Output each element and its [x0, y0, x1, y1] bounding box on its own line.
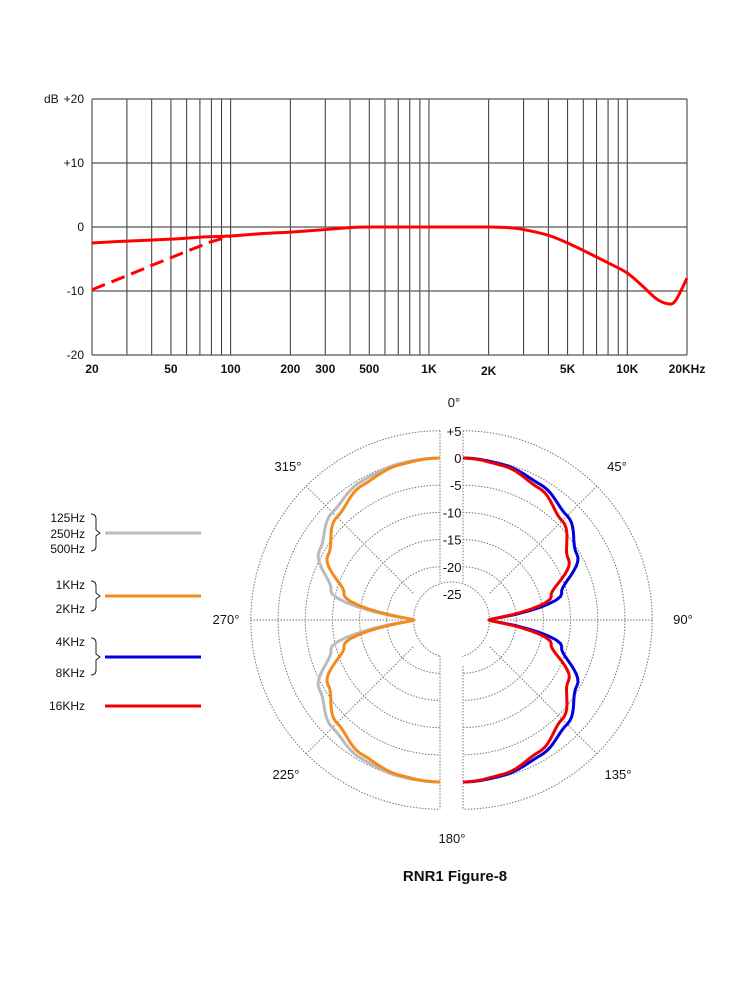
legend-label: 16KHz	[49, 699, 85, 713]
polar-ring-left	[250, 430, 441, 810]
radial-tick-label: -10	[443, 505, 462, 520]
polar-gap-lower	[441, 618, 462, 808]
legend-label: 125Hz	[50, 511, 85, 525]
polar-ring-right	[462, 484, 599, 756]
x-tick-label: 10K	[616, 362, 638, 376]
y-tick-label: +20	[64, 92, 85, 106]
response-curve-dashed	[91, 235, 232, 292]
angle-label: 0°	[448, 395, 460, 410]
angle-label: 90°	[673, 612, 693, 627]
radial-tick-label: -25	[443, 587, 462, 602]
legend-brace	[90, 580, 101, 612]
polar-spoke	[489, 485, 598, 594]
angle-label: 135°	[605, 767, 632, 782]
radial-tick-label: -5	[450, 478, 462, 493]
response-curve	[91, 225, 689, 306]
angle-label: 270°	[213, 612, 240, 627]
legend-label: 4KHz	[56, 635, 85, 649]
x-tick-label: 200	[280, 362, 300, 376]
x-tick-label: 300	[315, 362, 335, 376]
polar-spoke	[305, 646, 414, 755]
legend-label: 2KHz	[56, 602, 85, 616]
angle-label: 180°	[439, 831, 466, 846]
polar-curve	[325, 456, 441, 784]
legend-label: 250Hz	[50, 527, 85, 541]
legend-brace	[90, 513, 101, 552]
x-tick-label: 20	[85, 362, 99, 376]
legend-label: 500Hz	[50, 542, 85, 556]
x-tick-label: 50	[164, 362, 178, 376]
polar-curve	[462, 456, 571, 784]
x-tick-label: 20KHz	[669, 362, 706, 376]
x-tick-label: 1K	[421, 362, 437, 376]
radial-tick-label: -15	[443, 533, 462, 548]
angle-label: 225°	[273, 767, 300, 782]
polar-ring-left	[304, 484, 441, 756]
y-tick-label: 0	[77, 220, 84, 234]
y-tick-label: +10	[64, 156, 85, 170]
x-tick-label: 2K	[481, 364, 497, 378]
radial-tick-label: +5	[447, 424, 462, 439]
legend-label: 1KHz	[56, 578, 85, 592]
legend-brace	[90, 637, 101, 676]
y-axis-label: dB	[44, 92, 59, 106]
y-tick-label: -10	[67, 284, 85, 298]
x-tick-label: 500	[359, 362, 379, 376]
angle-label: 45°	[607, 459, 627, 474]
polar-spoke	[305, 485, 414, 594]
y-tick-label: -20	[67, 348, 85, 362]
x-tick-label: 100	[221, 362, 241, 376]
polar-spoke	[489, 646, 598, 755]
chart-title: RNR1 Figure-8	[403, 868, 507, 885]
radial-tick-label: -20	[443, 560, 462, 575]
legend-label: 8KHz	[56, 666, 85, 680]
radial-tick-label: 0	[454, 451, 461, 466]
x-tick-label: 5K	[560, 362, 576, 376]
angle-label: 315°	[275, 459, 302, 474]
